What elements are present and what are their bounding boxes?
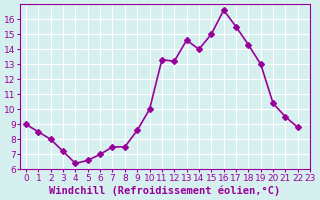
X-axis label: Windchill (Refroidissement éolien,°C): Windchill (Refroidissement éolien,°C): [49, 185, 281, 196]
